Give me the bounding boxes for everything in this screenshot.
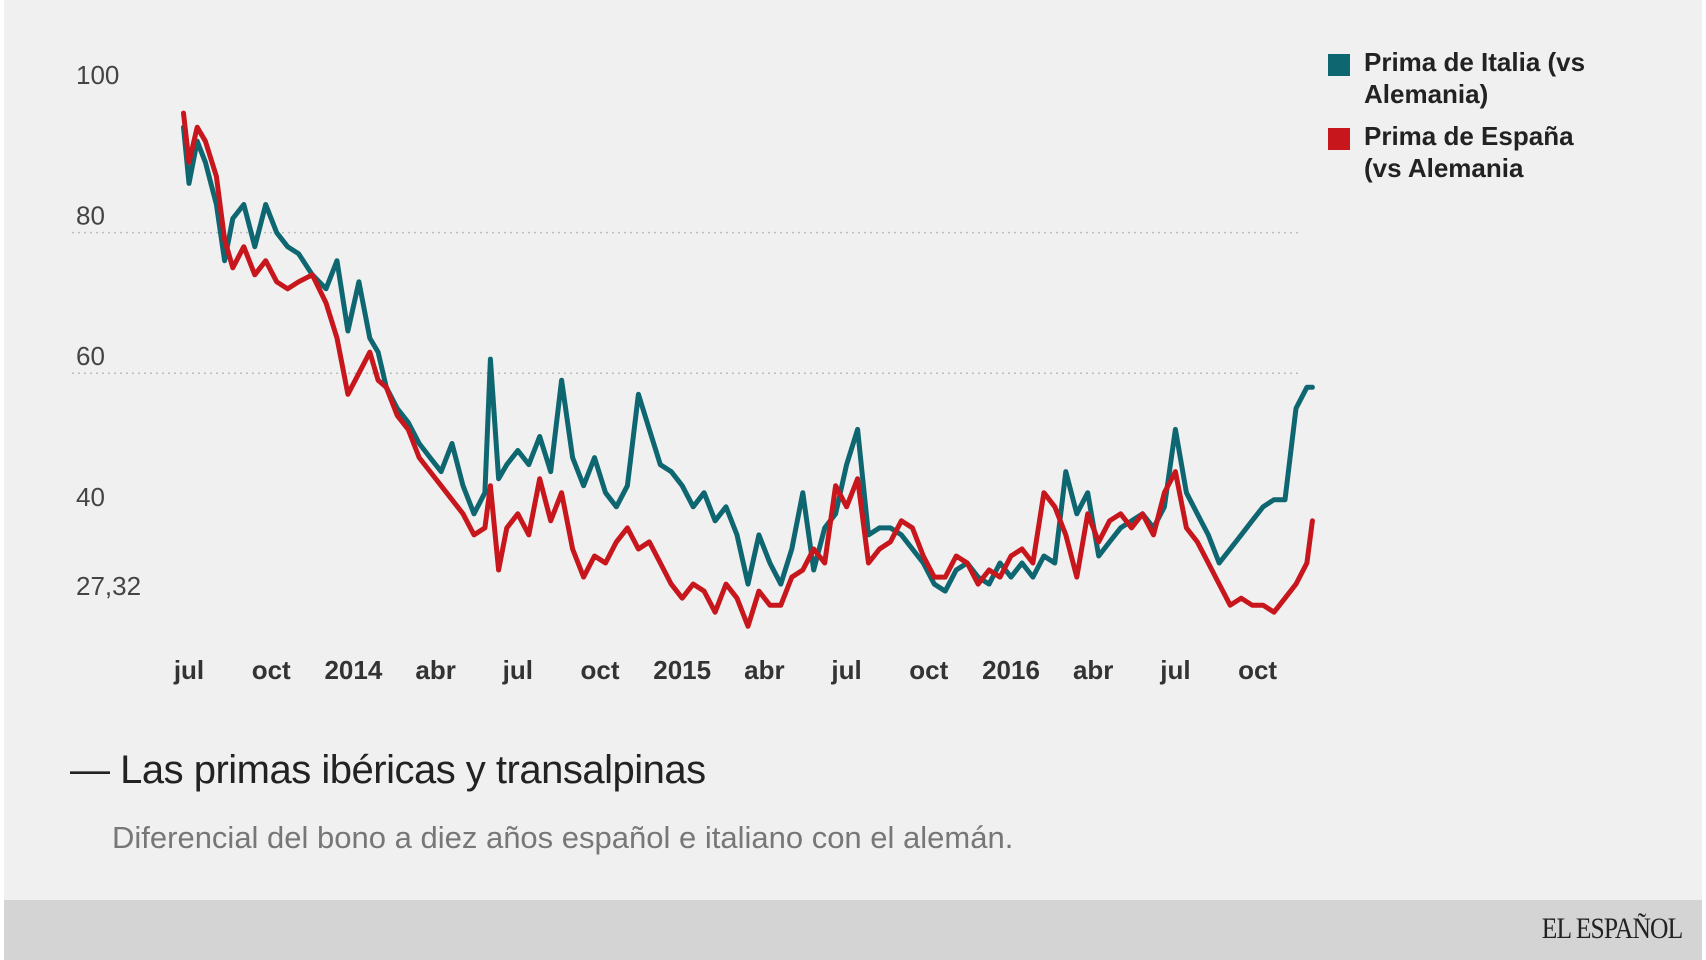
chart-subtitle: Diferencial del bono a diez años español… <box>112 820 1014 855</box>
x-tick-label: jul <box>173 655 204 685</box>
x-tick-label: 2016 <box>982 655 1040 685</box>
x-tick-label: jul <box>1159 655 1190 685</box>
y-tick-label: 100 <box>76 60 119 90</box>
legend-label-espana: Prima de España (vs Alemania <box>1364 121 1574 183</box>
chart-title-text: Las primas ibéricas y transalpinas <box>120 748 706 792</box>
x-tick-label: oct <box>252 655 291 685</box>
legend-swatch-espana <box>1328 128 1350 150</box>
y-tick-label: 40 <box>76 482 105 512</box>
legend-item-italia[interactable]: Prima de Italia (vs Alemania) <box>1328 46 1588 110</box>
y-tick-label: 80 <box>76 201 105 231</box>
y-tick-label: 27,32 <box>76 571 141 601</box>
x-tick-label: oct <box>581 655 620 685</box>
x-tick-label: abr <box>744 655 784 685</box>
chart-title: — Las primas ibéricas y transalpinas <box>70 748 706 792</box>
legend-swatch-italia <box>1328 54 1350 76</box>
legend-item-espana[interactable]: Prima de España (vs Alemania <box>1328 120 1588 184</box>
y-tick-label: 60 <box>76 341 105 371</box>
x-tick-label: 2014 <box>324 655 382 685</box>
x-tick-label: oct <box>1238 655 1277 685</box>
x-tick-label: jul <box>830 655 861 685</box>
series-line-espana <box>181 110 1315 629</box>
x-tick-label: oct <box>909 655 948 685</box>
x-tick-label: abr <box>1073 655 1113 685</box>
chart-panel <box>4 0 1702 958</box>
brand-logo[interactable]: EL ESPAÑOL <box>1541 912 1682 945</box>
legend: Prima de Italia (vs Alemania) Prima de E… <box>1328 46 1588 194</box>
x-tick-label: jul <box>502 655 533 685</box>
line-chart: 100 80 60 40 27,32 jul oct 2014 abr jul oct 2015 abr… <box>72 60 1315 685</box>
series-line-italia <box>181 124 1315 594</box>
footer-bar: EL ESPAÑOL <box>4 900 1702 960</box>
x-tick-label: abr <box>415 655 455 685</box>
legend-label-italia: Prima de Italia (vs Alemania) <box>1364 47 1586 109</box>
x-tick-label: 2015 <box>653 655 711 685</box>
